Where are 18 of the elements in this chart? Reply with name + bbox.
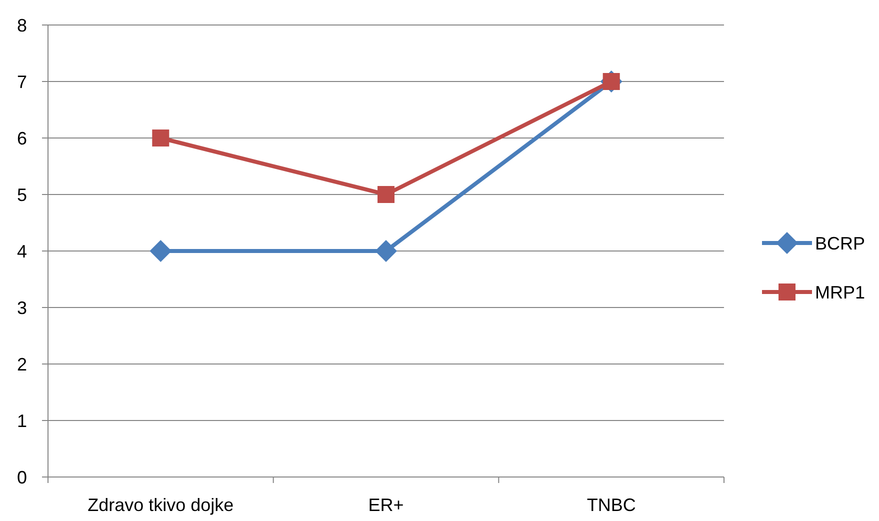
y-tick-label: 8 <box>16 15 28 36</box>
y-tick-label: 6 <box>16 128 28 148</box>
y-tick-label: 2 <box>16 354 28 374</box>
point <box>150 240 172 262</box>
point <box>375 240 397 262</box>
x-tick-label: TNBC <box>586 495 636 515</box>
legend-label: BCRP <box>815 233 866 254</box>
x-tick-label: Zdravo tkivo dojke <box>88 495 234 515</box>
legend-label: MRP1 <box>815 282 866 302</box>
y-tick-label: 3 <box>16 298 28 318</box>
x-tick-label: ER+ <box>368 495 404 515</box>
y-tick-label: 1 <box>16 410 28 431</box>
point <box>378 186 394 203</box>
y-tick-label: 5 <box>16 184 28 205</box>
y-tick-label: 4 <box>16 241 28 262</box>
point <box>152 130 170 146</box>
y-tick-label: 7 <box>16 72 28 92</box>
y-tick-label: 0 <box>16 467 28 488</box>
